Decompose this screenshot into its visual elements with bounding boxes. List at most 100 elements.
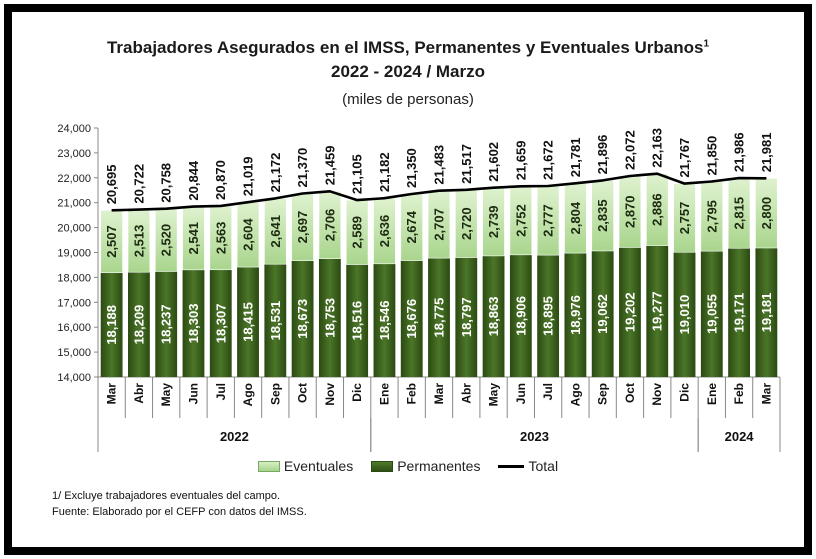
legend: Eventuales Permanentes Total (0, 458, 816, 474)
data-label-permanentes: 18,775 (432, 298, 447, 338)
data-label-permanentes: 18,863 (486, 297, 501, 337)
data-label-total: 21,370 (295, 148, 310, 188)
data-label-eventuales: 2,707 (432, 208, 447, 241)
bar-permanentes (264, 264, 287, 377)
data-label-permanentes: 19,277 (650, 291, 665, 331)
data-label-total: 20,722 (131, 164, 146, 204)
x-tick-label: Ago (241, 383, 255, 406)
chart-title-period: 2022 - 2024 / Marzo (330, 62, 486, 81)
year-group-label: 2023 (520, 429, 549, 444)
data-label-permanentes: 18,976 (568, 295, 583, 335)
year-group-label: 2022 (220, 429, 249, 444)
data-label-total: 21,105 (350, 154, 365, 194)
x-tick-label: Abr (132, 383, 146, 404)
x-tick-label: Mar (759, 383, 773, 405)
bar-permanentes (318, 258, 341, 377)
y-tick-label: 14,000 (57, 372, 91, 384)
x-tick-label: May (487, 383, 501, 407)
data-label-permanentes: 18,415 (241, 302, 256, 342)
data-label-eventuales: 2,636 (377, 215, 392, 248)
x-tick-label: Nov (323, 383, 337, 406)
x-tick-label: Feb (732, 383, 746, 404)
data-label-total: 22,072 (622, 130, 637, 170)
x-tick-label: Jun (186, 383, 200, 404)
data-label-eventuales: 2,697 (295, 211, 310, 244)
data-label-permanentes: 19,202 (622, 292, 637, 332)
x-tick-label: Dic (350, 383, 364, 402)
x-tick-label: Ene (705, 383, 719, 405)
data-label-eventuales: 2,513 (131, 225, 146, 258)
bar-permanentes (673, 252, 696, 377)
y-tick-label: 22,000 (57, 173, 91, 185)
x-tick-label: May (159, 383, 173, 407)
data-label-permanentes: 18,673 (295, 299, 310, 339)
data-label-eventuales: 2,835 (595, 199, 610, 232)
data-label-eventuales: 2,752 (513, 204, 528, 237)
bar-permanentes (537, 255, 560, 377)
legend-permanentes-label: Permanentes (397, 458, 481, 474)
data-label-eventuales: 2,757 (677, 202, 692, 235)
data-label-eventuales: 2,541 (186, 222, 201, 255)
x-tick-label: Ene (377, 383, 391, 405)
data-label-permanentes: 19,062 (595, 294, 610, 334)
data-label-eventuales: 2,563 (213, 222, 228, 255)
data-label-permanentes: 19,055 (704, 294, 719, 334)
x-tick-label: Ago (568, 383, 582, 406)
bar-permanentes (728, 248, 750, 377)
data-label-total: 21,483 (432, 145, 447, 185)
legend-eventuales-swatch (257, 460, 280, 472)
legend-total-label: Total (528, 458, 559, 474)
x-tick-label: Nov (650, 383, 664, 406)
bar-permanentes (209, 269, 232, 377)
inner-frame (10, 10, 806, 549)
data-label-permanentes: 18,676 (404, 299, 419, 339)
legend-total: Total (498, 458, 558, 474)
data-label-total: 20,695 (104, 165, 119, 205)
data-label-eventuales: 2,706 (322, 209, 337, 242)
data-label-total: 21,517 (459, 144, 474, 184)
data-label-eventuales: 2,886 (650, 193, 665, 226)
data-label-total: 21,781 (568, 137, 583, 177)
footnote-1: 1/ Excluye trabajadores eventuales del c… (52, 490, 281, 502)
series-line-total (111, 172, 767, 212)
data-label-total: 21,182 (377, 152, 392, 192)
bar-permanentes (155, 271, 178, 377)
y-tick-label: 24,000 (57, 123, 91, 135)
data-label-permanentes: 18,895 (541, 296, 556, 336)
x-tick-label: Abr (459, 383, 473, 404)
x-tick-label: Oct (623, 383, 637, 403)
legend-eventuales: Eventuales (257, 458, 354, 474)
x-tick-label: Feb (405, 383, 419, 404)
x-tick-label: Sep (268, 383, 282, 405)
data-label-eventuales: 2,795 (704, 200, 719, 233)
x-tick-label: Jul (541, 383, 555, 400)
bar-permanentes (182, 269, 205, 377)
x-tick-label: Mar (432, 383, 446, 405)
data-label-total: 21,850 (704, 136, 719, 176)
data-label-eventuales: 2,674 (404, 210, 419, 243)
data-label-total: 21,172 (268, 153, 283, 193)
data-label-eventuales: 2,720 (459, 207, 474, 240)
data-label-total: 22,163 (650, 128, 665, 168)
legend-eventuales-label: Eventuales (283, 458, 354, 474)
chart-title: Trabajadores Asegurados en el IMSS, Perm… (106, 38, 710, 57)
data-label-eventuales: 2,777 (541, 204, 556, 237)
data-label-eventuales: 2,815 (732, 197, 747, 230)
bar-permanentes (646, 245, 669, 377)
data-label-total: 20,870 (213, 160, 228, 200)
x-tick-label: Sep (596, 383, 610, 405)
chart-subtitle: (miles de personas) (342, 91, 474, 108)
data-label-eventuales: 2,804 (568, 201, 583, 234)
data-label-eventuales: 2,604 (241, 218, 256, 251)
bar-permanentes (509, 254, 532, 377)
data-label-permanentes: 19,171 (732, 293, 747, 333)
data-label-permanentes: 18,307 (213, 303, 228, 343)
data-label-permanentes: 19,181 (759, 293, 774, 333)
data-label-eventuales: 2,589 (350, 216, 365, 249)
data-label-total: 21,672 (541, 140, 556, 180)
data-label-total: 21,981 (759, 133, 774, 173)
year-group-label: 2024 (725, 429, 755, 444)
y-tick-label: 19,000 (57, 248, 91, 260)
y-tick-label: 21,000 (57, 198, 91, 210)
x-tick-label: Dic (678, 383, 692, 402)
